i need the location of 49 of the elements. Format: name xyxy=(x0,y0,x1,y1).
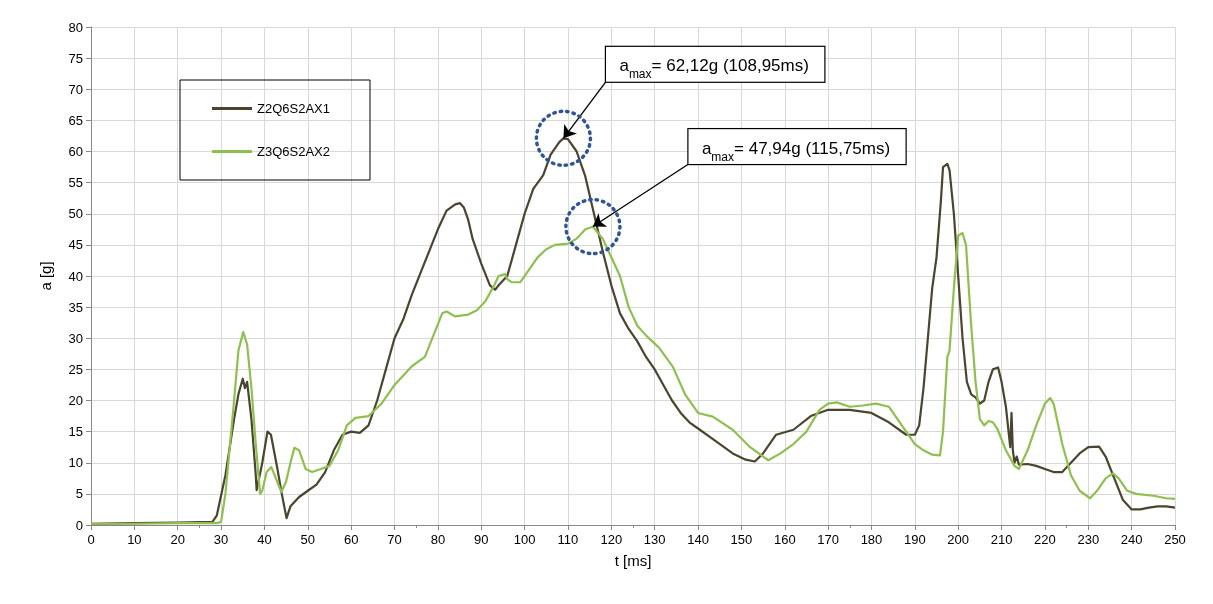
y-tick-label: 20 xyxy=(68,393,83,408)
x-tick-label: 180 xyxy=(860,532,883,547)
x-tick-label: 120 xyxy=(600,532,623,547)
x-tick-label: 50 xyxy=(300,532,316,547)
annotation: a$_{max}$= 47,94g (115,75ms) xyxy=(701,138,891,164)
x-tick-label: 200 xyxy=(947,532,970,547)
x-tick-label: 20 xyxy=(170,532,185,547)
x-tick-label: 150 xyxy=(730,532,753,547)
x-axis-title: t [ms] xyxy=(614,552,652,569)
y-tick-label: 0 xyxy=(75,517,83,533)
x-tick-label: 110 xyxy=(557,532,579,547)
y-tick-label: 35 xyxy=(68,299,83,315)
y-tick-label: 45 xyxy=(68,237,83,253)
legend-label: Z2Q6S2AX1 xyxy=(257,101,330,116)
y-tick-label: 50 xyxy=(68,206,83,222)
y-tick-label: 30 xyxy=(68,330,83,346)
x-tick-label: 40 xyxy=(257,532,272,547)
x-tick-label: 160 xyxy=(773,532,796,547)
x-tick-label: 240 xyxy=(1120,532,1143,547)
y-tick-label: 15 xyxy=(68,424,83,440)
x-tick-label: 220 xyxy=(1034,532,1056,547)
x-tick-label: 230 xyxy=(1077,532,1100,547)
y-tick-label: 55 xyxy=(68,175,83,191)
x-tick-label: 60 xyxy=(343,532,359,547)
x-tick-label: 100 xyxy=(513,532,536,547)
legend-label: Z3Q6S2AX2 xyxy=(257,144,330,159)
x-tick-label: 10 xyxy=(127,532,142,547)
x-tick-label: 190 xyxy=(903,532,926,547)
y-tick-label: 40 xyxy=(68,268,83,284)
x-tick-label: 250 xyxy=(1164,532,1186,547)
y-tick-label: 10 xyxy=(68,455,83,471)
x-tick-label: 130 xyxy=(643,532,666,547)
y-tick-label: 80 xyxy=(68,19,83,35)
y-tick-label: 65 xyxy=(68,112,83,128)
x-tick-label: 80 xyxy=(430,532,446,547)
x-tick-label: 30 xyxy=(213,532,229,547)
annotation: a$_{max}$= 62,12g (108,95ms) xyxy=(619,56,809,82)
x-tick-label: 170 xyxy=(817,532,839,547)
x-tick-label: 210 xyxy=(990,532,1013,547)
y-tick-label: 5 xyxy=(75,486,83,502)
x-tick-label: 140 xyxy=(687,532,709,547)
y-tick-label: 25 xyxy=(68,361,83,377)
x-tick-label: 90 xyxy=(474,532,489,547)
y-tick-label: 60 xyxy=(68,144,83,159)
y-tick-label: 75 xyxy=(68,50,83,66)
y-tick-label: 70 xyxy=(68,81,83,97)
y-axis-title: a [g] xyxy=(37,261,54,291)
x-tick-label: 0 xyxy=(87,532,95,547)
x-tick-label: 70 xyxy=(387,532,402,547)
